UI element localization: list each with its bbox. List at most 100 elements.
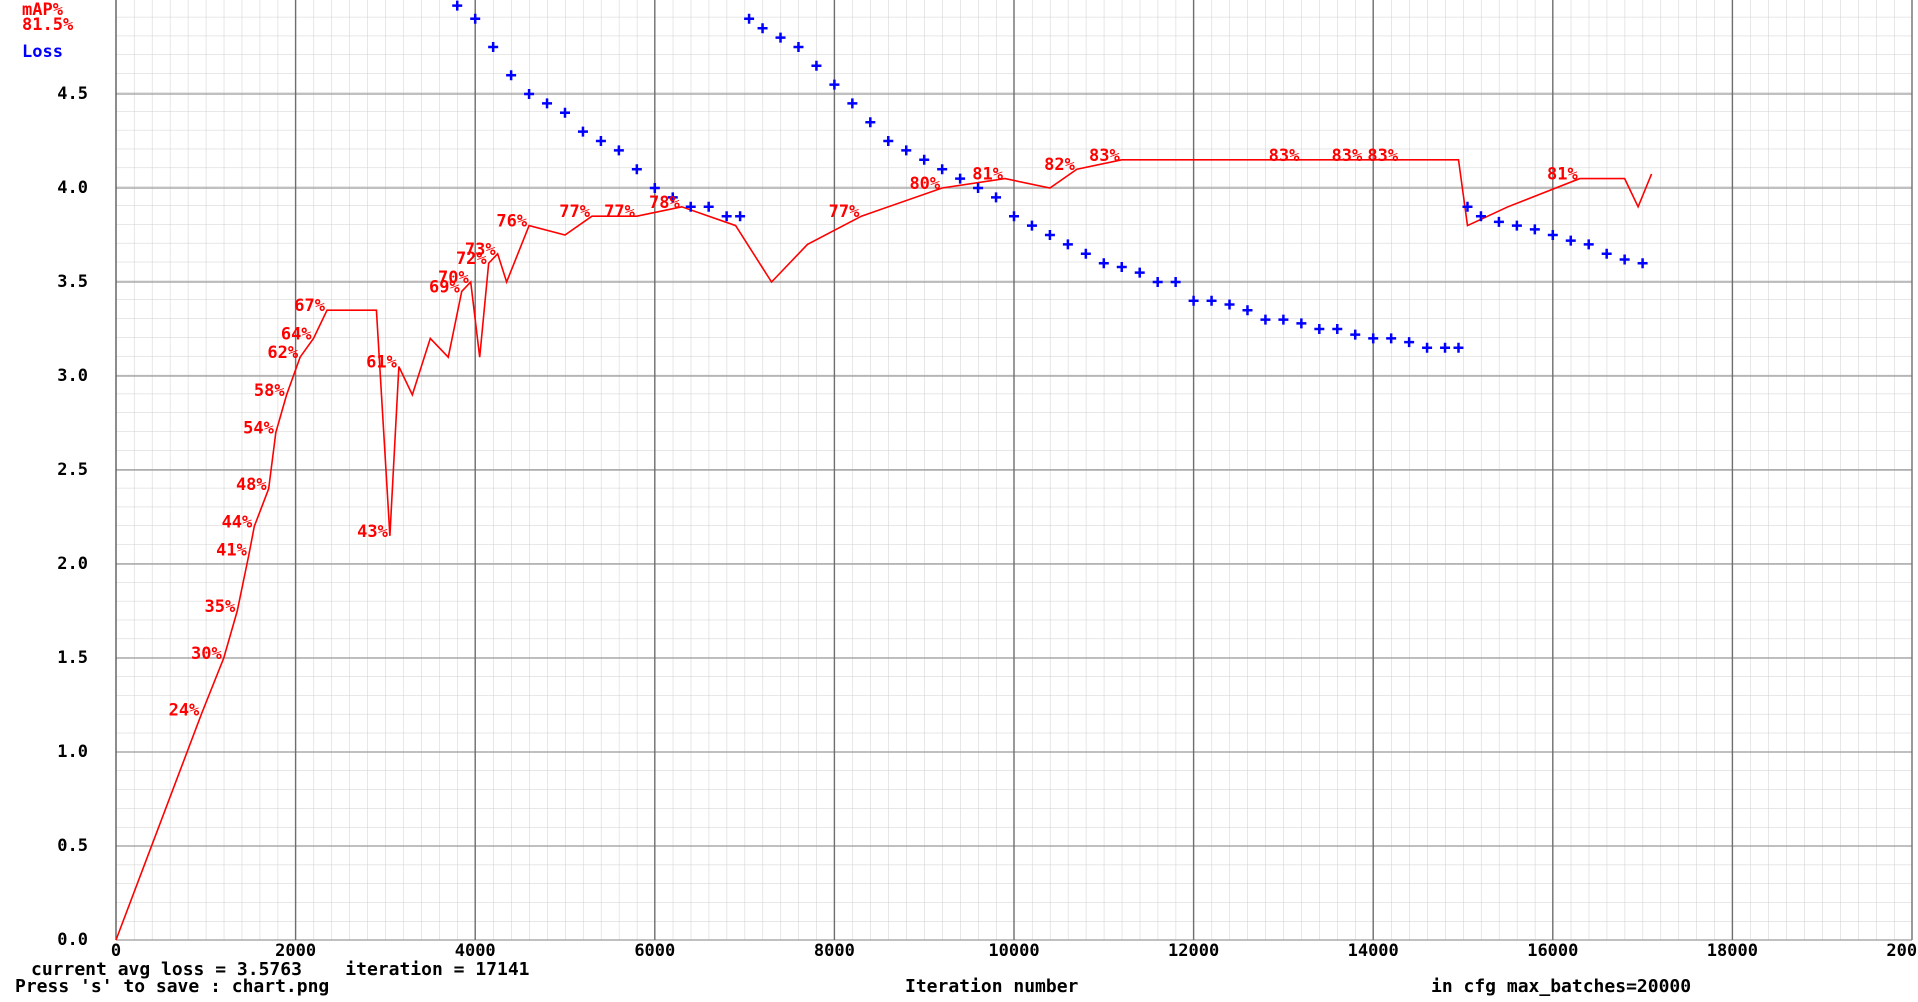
loss-point: [1242, 305, 1253, 316]
map-value-label: 67%: [294, 296, 325, 316]
map-value-label: 72%: [456, 249, 487, 269]
loss-point: [757, 23, 768, 34]
map-value-label: 81%: [1547, 165, 1578, 185]
map-value-label: 70%: [438, 268, 469, 288]
loss-point: [1134, 267, 1145, 278]
loss-point: [506, 70, 517, 81]
y-tick-label: 0.0: [57, 930, 88, 950]
loss-point: [1296, 318, 1307, 329]
loss-point: [793, 42, 804, 52]
loss-point: [631, 164, 642, 175]
loss-point: [847, 98, 858, 109]
loss-point: [667, 192, 678, 203]
loss-point: [829, 79, 840, 90]
loss-point: [1332, 324, 1343, 334]
loss-point: [1453, 342, 1464, 353]
loss-point: [721, 211, 732, 222]
loss-point: [1601, 248, 1612, 259]
map-value-label: 54%: [243, 418, 274, 438]
loss-point: [973, 183, 984, 193]
map-value-label: 44%: [222, 512, 253, 532]
map-value-label: 83%: [1367, 146, 1398, 166]
loss-point: [1565, 235, 1576, 246]
map-value-label: 78%: [649, 193, 680, 213]
y-tick-label: 0.5: [57, 836, 88, 856]
loss-point: [560, 107, 570, 118]
map-value-label: 77%: [559, 202, 590, 222]
status-max-batches: in cfg max_batches=20000: [1431, 976, 1691, 997]
loss-point: [901, 145, 912, 156]
x-tick-label: 2000: [275, 941, 316, 961]
map-line: [115, 159, 1653, 941]
map-value-label: 82%: [1044, 155, 1075, 175]
loss-point: [542, 98, 553, 109]
loss-point: [775, 32, 786, 43]
loss-point: [1224, 299, 1235, 310]
map-value-label: 77%: [604, 202, 635, 222]
loss-point: [811, 60, 822, 71]
loss-point: [1547, 230, 1558, 240]
map-value-label: 76%: [496, 212, 527, 232]
y-tick-label: 1.0: [57, 742, 88, 762]
y-tick-label: 3.5: [57, 272, 88, 292]
loss-point: [524, 89, 535, 99]
loss-point: [1350, 329, 1361, 340]
legend-label: mAP%: [22, 0, 64, 20]
map-value-label: 61%: [366, 353, 397, 373]
map-value-label: 35%: [205, 597, 236, 617]
loss-point: [1314, 324, 1325, 334]
map-value-label: 73%: [465, 240, 496, 260]
loss-point: [1583, 239, 1594, 250]
y-tick-label: 4.0: [57, 178, 88, 198]
loss-point: [1511, 220, 1522, 231]
loss-point: [1026, 220, 1037, 231]
loss-point: [1062, 239, 1073, 250]
loss-point: [1637, 258, 1648, 269]
y-tick-label: 4.5: [57, 84, 88, 104]
map-value-label: 41%: [216, 541, 247, 561]
loss-point: [488, 42, 499, 52]
loss-point: [595, 136, 606, 146]
loss-point: [1440, 342, 1451, 353]
loss-point: [1260, 314, 1271, 325]
loss-point: [1493, 216, 1504, 227]
loss-point: [470, 13, 481, 24]
loss-point: [649, 183, 660, 193]
loss-point: [1386, 333, 1397, 344]
loss-point: [1080, 248, 1091, 259]
status-current: current avg loss = 3.5763 iteration = 17…: [31, 959, 530, 980]
y-tick-label: 1.5: [57, 648, 88, 668]
loss-point: [991, 192, 1002, 203]
x-tick-label: 16000: [1527, 941, 1578, 961]
loss-point: [1188, 295, 1199, 306]
map-value-label: 81%: [972, 165, 1003, 185]
loss-point: [1404, 337, 1415, 348]
loss-point: [735, 211, 746, 222]
loss-point: [1116, 261, 1127, 272]
loss-point: [1368, 333, 1379, 344]
map-value-label: 80%: [909, 174, 940, 194]
loss-point: [744, 13, 755, 24]
y-tick-label: 3.0: [57, 366, 88, 386]
loss-point: [1475, 211, 1486, 222]
x-tick-label: 10000: [988, 941, 1039, 961]
loss-point: [1462, 201, 1473, 212]
map-value-label: 83%: [1269, 146, 1300, 166]
x-tick-label: 6000: [634, 941, 675, 961]
loss-point: [1098, 258, 1109, 269]
map-value-label: 64%: [281, 324, 312, 344]
map-value-label: 30%: [191, 644, 222, 664]
map-value-label: 77%: [829, 202, 860, 222]
loss-point: [1422, 342, 1433, 353]
loss-point: [1044, 230, 1055, 240]
loss-point: [577, 126, 588, 137]
x-tick-label: 20000: [1886, 941, 1918, 961]
loss-point: [865, 117, 876, 128]
loss-point: [452, 0, 463, 11]
loss-point: [883, 136, 894, 146]
map-value-label: 83%: [1332, 146, 1363, 166]
loss-point: [703, 201, 714, 212]
loss-point: [1152, 277, 1163, 287]
map-value-label: 58%: [254, 381, 285, 401]
